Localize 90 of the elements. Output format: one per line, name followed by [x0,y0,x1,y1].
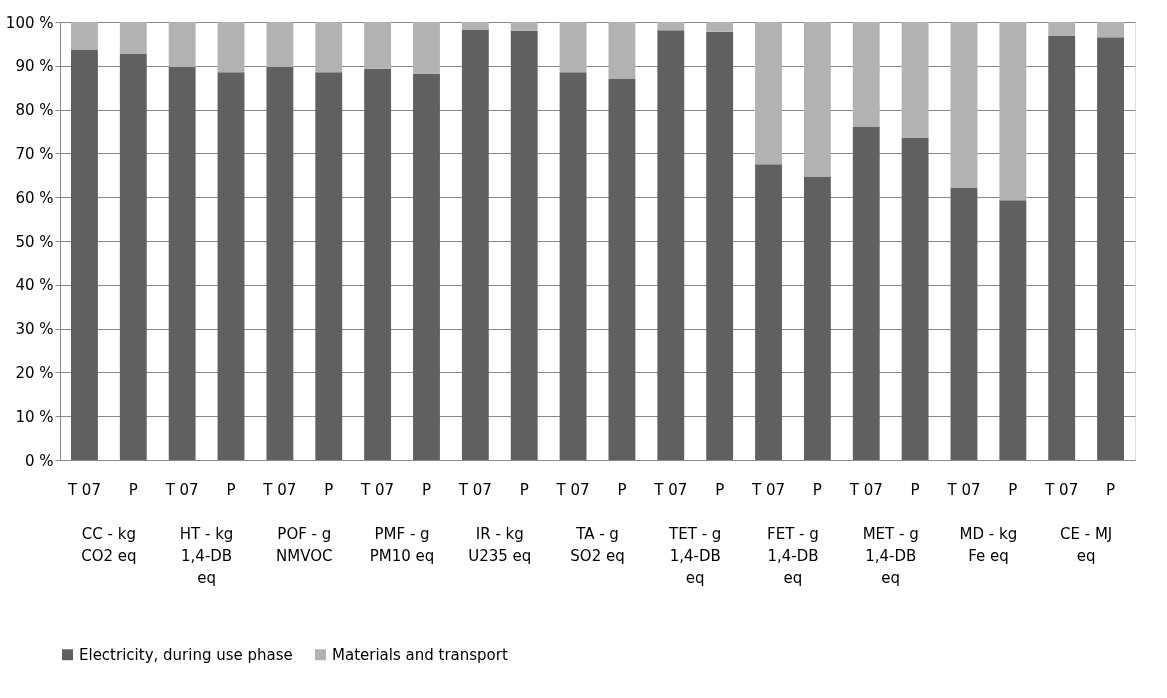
x-tick-label: P [226,480,236,499]
bar [364,68,392,460]
x-tick-label: P [1106,480,1116,499]
bar [364,22,392,69]
legend-label: Electricity, during use phase [79,645,293,664]
bar [1048,36,1076,460]
bar [1097,22,1125,38]
y-tick-label: 0 % [24,451,54,470]
text: CC - kg CO2 eq [81,525,137,565]
x-tick-label: T 07 [1044,480,1079,499]
y-tick-label: 10 % [15,407,54,426]
y-tick-label: 50 % [15,232,54,251]
y-tick-label: 20 % [15,363,54,382]
x-tick-label: T 07 [66,480,101,499]
y-tick-label: 70 % [15,144,54,163]
text: MD - kg Fe eq [959,525,1018,565]
bar [461,29,489,460]
y-tick-label: 40 % [15,276,54,295]
bar [950,22,978,188]
bar [119,53,147,460]
bar [413,73,440,460]
bar [608,22,636,79]
y-tick-label: 30 % [15,320,54,339]
bar [559,22,587,73]
bar [852,22,880,128]
bar [168,67,196,460]
bar [1097,37,1125,460]
x-tick-label: T 07 [848,480,883,499]
x-tick-label: P [1008,480,1018,499]
bar [950,187,978,460]
x-tick-label: T 07 [751,480,786,499]
bar [413,22,440,74]
x-tick-label: T 07 [946,480,981,499]
bar [168,22,196,68]
bar [1048,22,1076,37]
bar [803,22,831,177]
y-tick-label: 80 % [15,101,54,120]
y-tick-label: 100 % [5,13,54,32]
text: HT - kg 1,4-DB eq [179,525,234,587]
x-tick-label: T 07 [262,480,297,499]
legend-label: Materials and transport [332,645,508,664]
bar [803,176,831,460]
bar [510,30,538,460]
text: POF - g NMVOC [276,525,333,565]
bar [901,137,929,460]
x-tick-label: P [128,480,138,499]
x-tick-label: T 07 [457,480,492,499]
bar [217,72,245,460]
bar [755,164,782,460]
bar [657,30,685,460]
x-tick-label: P [421,480,431,499]
x-tick-label: T 07 [653,480,688,499]
bar [70,22,98,50]
bar [608,78,636,460]
bar [119,22,147,54]
bar [559,72,587,460]
bar [315,22,343,73]
bar [70,49,98,460]
bar [217,22,245,73]
x-tick-label: T 07 [164,480,199,499]
x-tick-label: T 07 [360,480,395,499]
bar [901,22,929,138]
bar [999,22,1027,201]
bar [657,22,685,31]
y-tick-label: 60 % [15,188,54,207]
text: MET - g 1,4-DB eq [862,525,919,587]
bar [266,67,294,460]
text: TET - g 1,4-DB eq [668,525,722,587]
text: CE - MJ eq [1060,525,1113,565]
x-tick-label: P [324,480,334,499]
x-tick-label: P [617,480,627,499]
bar [510,22,538,31]
bar [852,127,880,460]
bar [266,22,294,68]
text: PMF - g PM10 eq [369,525,435,565]
x-tick-label: P [519,480,529,499]
bar [461,22,489,30]
bar [755,22,782,165]
bar [706,22,734,32]
text: IR - kg U235 eq [468,525,532,565]
x-tick-label: P [812,480,822,499]
text: TA - g SO2 eq [570,525,625,565]
x-tick-label: P [910,480,920,499]
y-tick-label: 90 % [15,57,54,76]
bar [315,72,343,460]
x-tick-label: P [715,480,725,499]
text: FET - g 1,4-DB eq [767,525,819,587]
bar [706,31,734,460]
x-tick-label: T 07 [555,480,590,499]
bar [999,200,1027,460]
